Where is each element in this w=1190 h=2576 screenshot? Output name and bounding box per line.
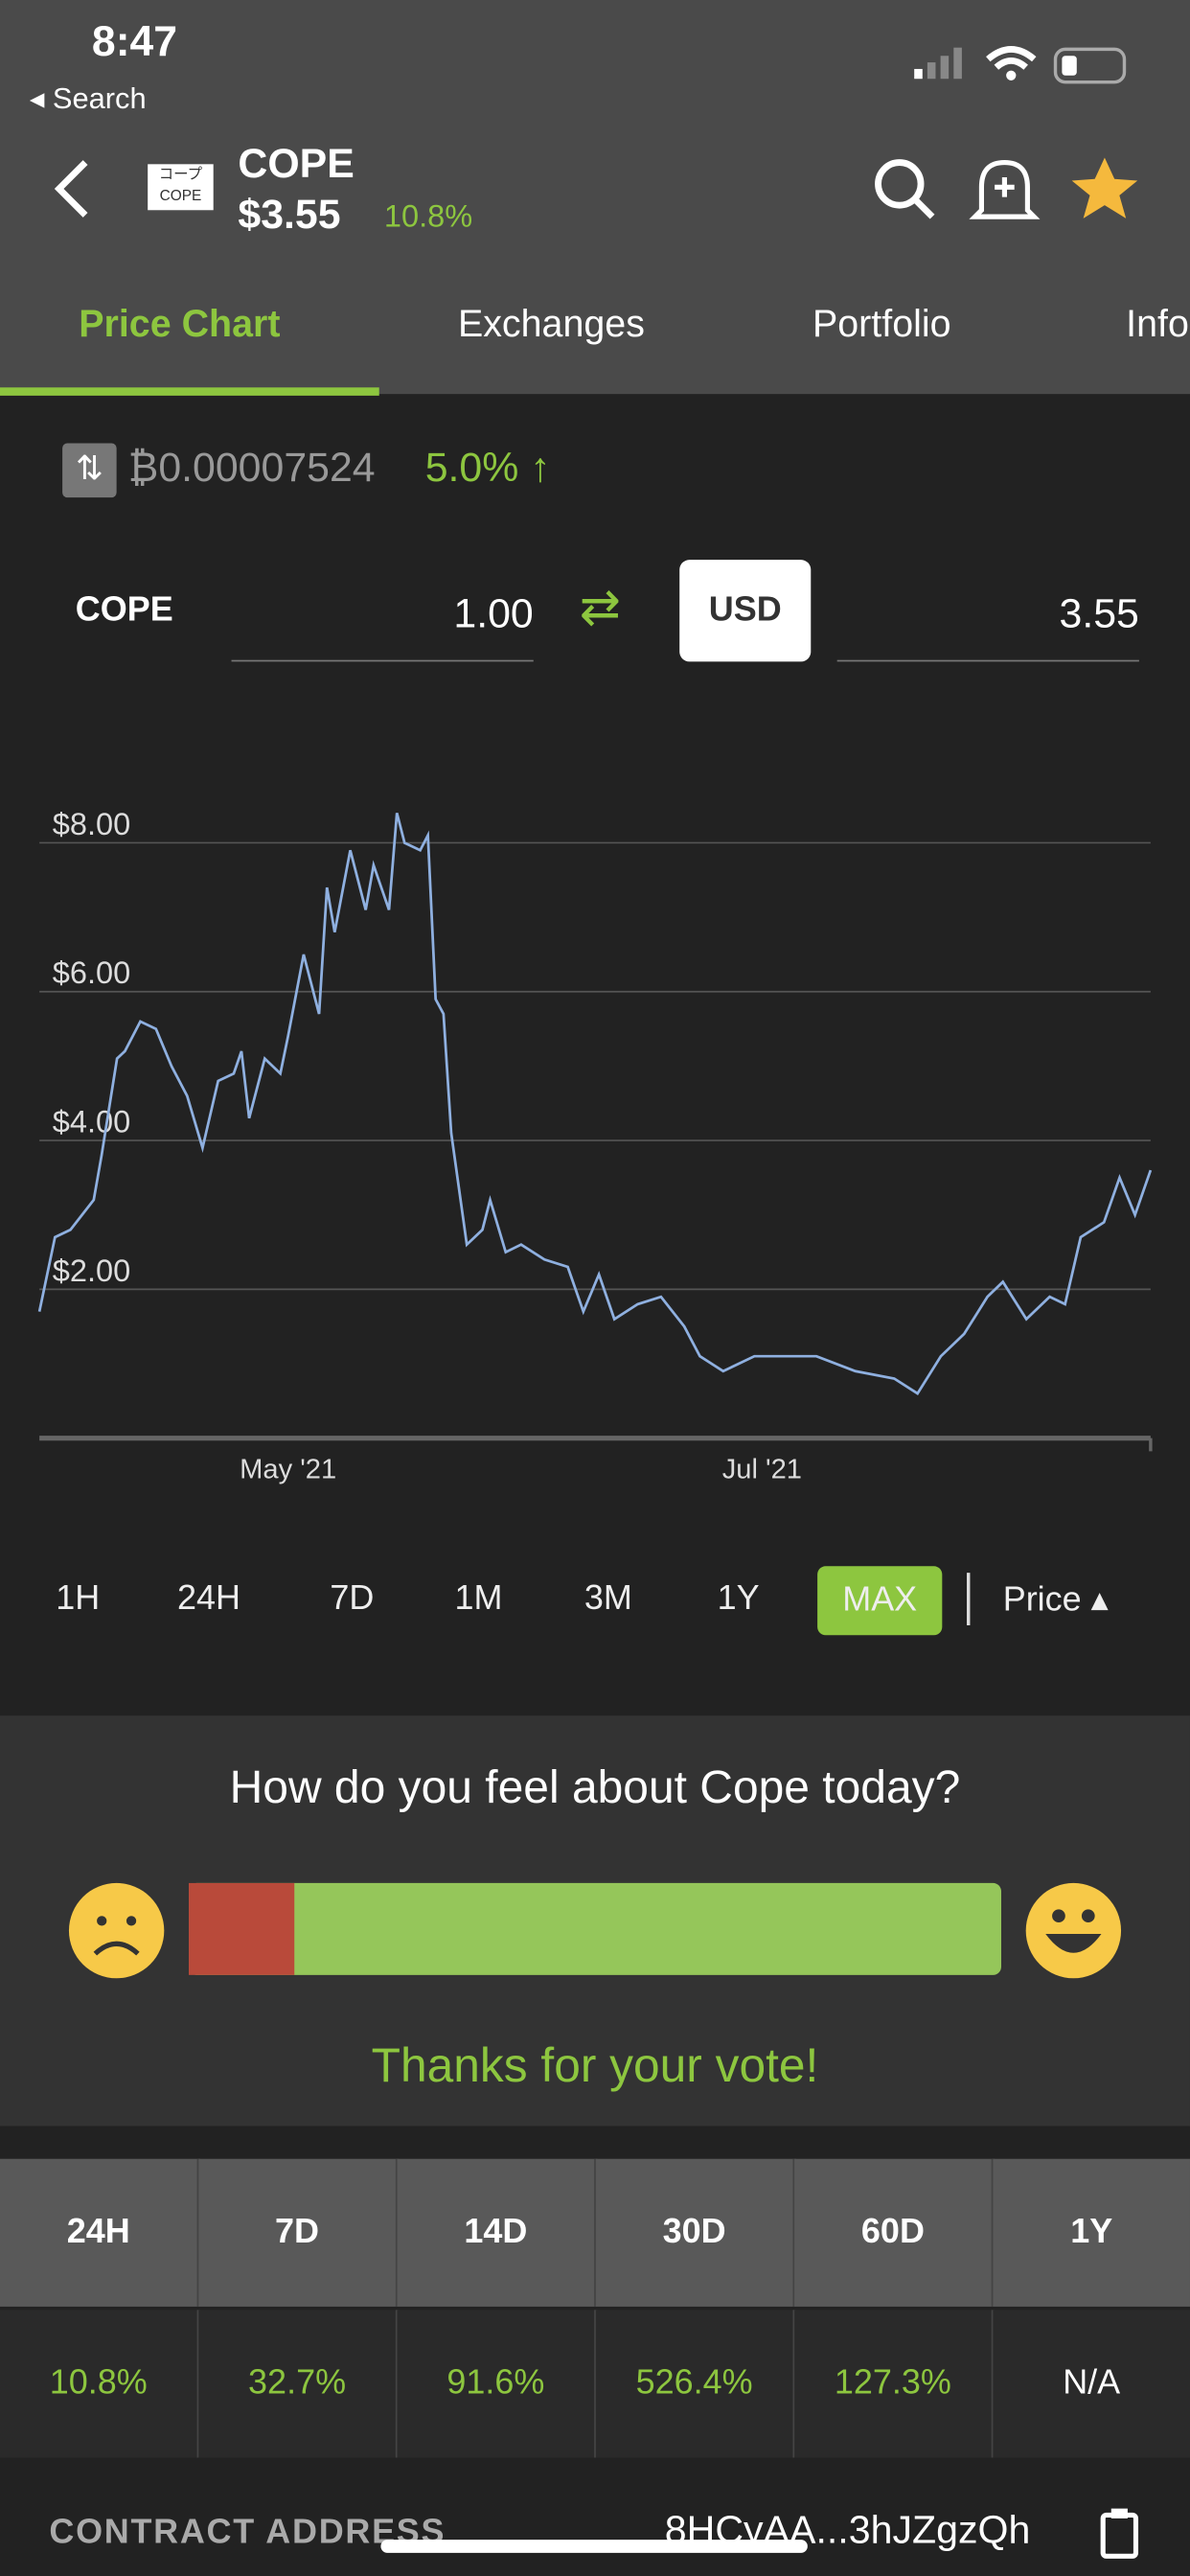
swap-icon: ⇅ — [62, 443, 117, 498]
bullish-bar — [189, 1882, 1001, 1975]
period-change: 526.4% — [595, 2310, 796, 2458]
y-tick-label: $8.00 — [53, 807, 130, 841]
period-header: 7D — [198, 2158, 400, 2307]
range-button[interactable]: 1H — [56, 1579, 101, 1618]
y-tick-label: $4.00 — [53, 1105, 130, 1139]
copy-icon[interactable] — [1100, 2507, 1139, 2560]
clock: 8:47 — [91, 16, 178, 66]
status-icons — [914, 45, 1127, 84]
tab[interactable]: Price Chart — [79, 302, 281, 345]
price-chart: $2.00 $4.00 $6.00 $8.00 May '21 Jul '21 — [37, 807, 1153, 1485]
period-header: 60D — [794, 2158, 995, 2307]
tab[interactable]: Portfolio — [812, 302, 951, 345]
period-change: 10.8% — [0, 2310, 200, 2458]
coin-change: 10.8% — [383, 199, 473, 235]
back-button[interactable] — [49, 156, 98, 222]
bearish-bar — [189, 1882, 295, 1975]
coin-name: COPE — [238, 141, 355, 188]
back-link[interactable]: ◂ Search — [29, 81, 147, 115]
x-tick-label: May '21 — [240, 1455, 336, 1485]
from-amount[interactable]: 1.00 — [453, 590, 534, 637]
metric-label[interactable]: Price — [1002, 1580, 1082, 1620]
to-input[interactable]: 3.55 — [836, 590, 1139, 662]
period-header: 30D — [595, 2158, 796, 2307]
btc-price: ₿0.00007524 — [127, 445, 376, 492]
period-change: 32.7% — [198, 2310, 400, 2458]
tab-indicator — [0, 387, 379, 396]
period-header: 24H — [0, 2158, 200, 2307]
metric-toggle[interactable]: Price ▴ — [1002, 1580, 1109, 1620]
x-tick-label: Jul '21 — [722, 1455, 802, 1485]
tab[interactable]: Exchanges — [457, 302, 645, 345]
vote-thanks: Thanks for your vote! — [371, 2040, 819, 2094]
range-button[interactable]: 1M — [454, 1579, 503, 1618]
to-symbol[interactable]: USD — [679, 560, 812, 662]
to-amount[interactable]: 3.55 — [1059, 590, 1139, 637]
home-indicator — [380, 2540, 808, 2553]
from-input[interactable]: 1.00 — [231, 590, 534, 662]
divider — [967, 1573, 971, 1625]
price-line — [37, 812, 1153, 1395]
range-button[interactable]: 3M — [584, 1579, 632, 1618]
tab[interactable]: Info — [1126, 302, 1189, 345]
period-change: 127.3% — [794, 2310, 995, 2458]
range-button[interactable]: 1Y — [717, 1579, 760, 1618]
coin-logo: コープ COPE — [148, 164, 214, 211]
header-actions[interactable] — [867, 154, 1146, 226]
btc-change-value: 5.0% — [424, 445, 519, 492]
swap-button[interactable]: ⇄ — [579, 581, 621, 635]
coin-price: $3.55 — [238, 192, 341, 239]
btc-change: 5.0% ↑ — [424, 445, 551, 492]
period-header: 14D — [397, 2158, 598, 2307]
y-tick-label: $2.00 — [53, 1254, 130, 1288]
period-change: 91.6% — [397, 2310, 598, 2458]
y-tick-label: $6.00 — [53, 955, 130, 990]
sentiment-question: How do you feel about Cope today? — [229, 1761, 961, 1813]
contract-label: CONTRACT ADDRESS — [49, 2513, 446, 2552]
range-button[interactable]: 24H — [177, 1579, 241, 1618]
period-change: N/A — [993, 2310, 1190, 2458]
range-button[interactable]: 7D — [330, 1579, 375, 1618]
from-symbol: COPE — [75, 590, 173, 630]
range-button[interactable]: MAX — [817, 1566, 943, 1636]
back-label[interactable]: Search — [52, 81, 147, 115]
sentiment-bar — [68, 1882, 1122, 1979]
period-header: 1Y — [993, 2158, 1190, 2307]
